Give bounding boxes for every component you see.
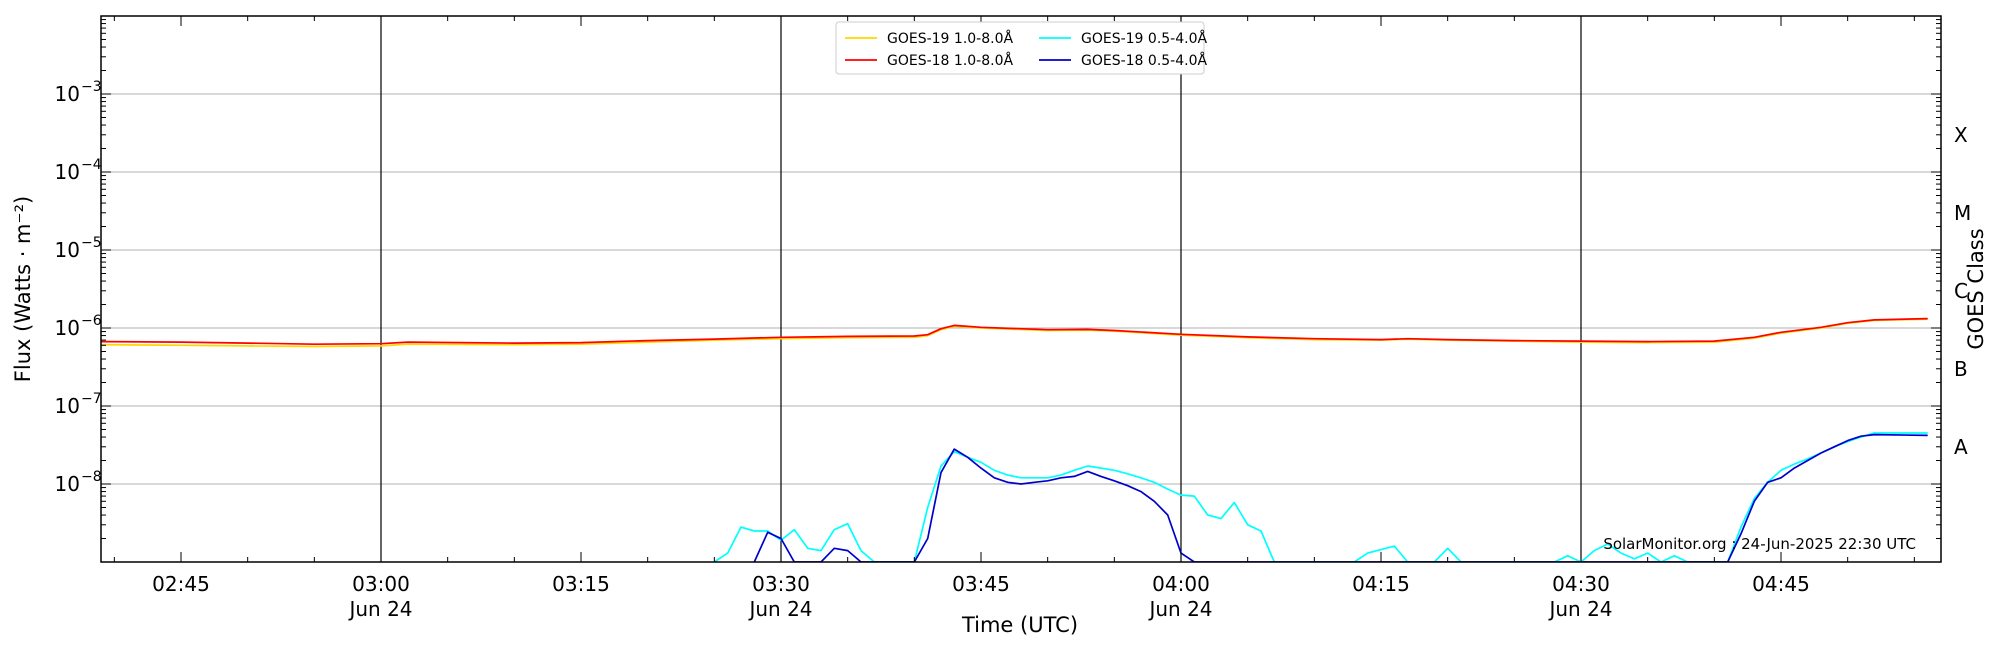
y-tick-base: 10	[55, 82, 80, 106]
goes-class-axis-label: GOES Class	[1964, 228, 1988, 349]
x-tick-label: 03:00	[352, 572, 410, 596]
legend: GOES-19 1.0-8.0Å GOES-18 1.0-8.0Å GOES-19 …	[835, 21, 1207, 75]
y-tick-exponent: −3	[81, 79, 102, 95]
x-tick-label: 04:45	[1752, 572, 1810, 596]
series-line-4	[753, 433, 1928, 562]
x-tick-date-label: Jun 24	[1547, 597, 1612, 621]
y-tick-label: 10 −5	[55, 235, 102, 262]
x-tick-label: 03:45	[952, 572, 1010, 596]
credit-annotation: SolarMonitor.org : 24-Jun-2025 22:30 UTC	[1603, 535, 1916, 553]
x-tick-label: 04:15	[1352, 572, 1410, 596]
x-axis-label: Time (UTC)	[961, 613, 1078, 637]
y-tick-base: 10	[55, 316, 80, 340]
y-tick-exponent: −7	[81, 391, 102, 407]
y-tick-exponent: −8	[81, 469, 102, 485]
y-tick-base: 10	[55, 160, 80, 184]
axis-ticks	[101, 16, 1941, 563]
y-tick-exponent: −6	[81, 313, 102, 329]
y-tick-exponent: −4	[81, 157, 102, 173]
y-tick-label: 10 −6	[55, 313, 102, 340]
goes-class-C: C	[1954, 279, 1968, 303]
y-axis-label: Flux (Watts · m⁻²)	[11, 196, 35, 382]
y-tick-exponent: −5	[81, 235, 102, 251]
y-tick-labels: 10−310−410−510−610−710−8	[55, 79, 102, 496]
y-tick-label: 10 −3	[55, 79, 102, 106]
y-tick-label: 10 −4	[55, 157, 102, 184]
gridlines	[101, 93, 1941, 485]
y-tick-base: 10	[55, 472, 80, 496]
series-line-2	[101, 317, 1928, 346]
legend-label-4: GOES-18 0.5-4.0Å	[1081, 52, 1207, 69]
x-tick-date-label: Jun 24	[747, 597, 812, 621]
y-tick-base: 10	[55, 238, 80, 262]
day-marker-lines	[380, 16, 1582, 562]
x-tick-date-label: Jun 24	[347, 597, 412, 621]
y-tick-label: 10 −7	[55, 391, 102, 418]
plot-frame	[100, 15, 1942, 563]
x-tick-label: 04:00	[1152, 572, 1210, 596]
y-tick-base: 10	[55, 394, 80, 418]
x-tick-label: 02:45	[152, 572, 210, 596]
y-tick-label: 10 −8	[55, 469, 102, 496]
legend-label-3: GOES-19 0.5-4.0Å	[1081, 30, 1207, 47]
legend-box	[835, 21, 1205, 75]
legend-label-2: GOES-18 1.0-8.0Å	[887, 52, 1013, 69]
goes-class-A: A	[1954, 435, 1968, 459]
x-tick-label: 04:30	[1552, 572, 1610, 596]
goes-class-X: X	[1954, 123, 1968, 147]
goes-class-labels: X M C B A	[1954, 123, 1971, 459]
goes-class-M: M	[1954, 201, 1971, 225]
flux-series	[101, 317, 1928, 562]
series-line-3	[713, 432, 1928, 562]
legend-label-1: GOES-19 1.0-8.0Å	[887, 30, 1013, 47]
x-tick-label: 03:15	[552, 572, 610, 596]
goes-class-B: B	[1954, 357, 1968, 381]
x-tick-label: 03:30	[752, 572, 810, 596]
x-tick-date-label: Jun 24	[1147, 597, 1212, 621]
